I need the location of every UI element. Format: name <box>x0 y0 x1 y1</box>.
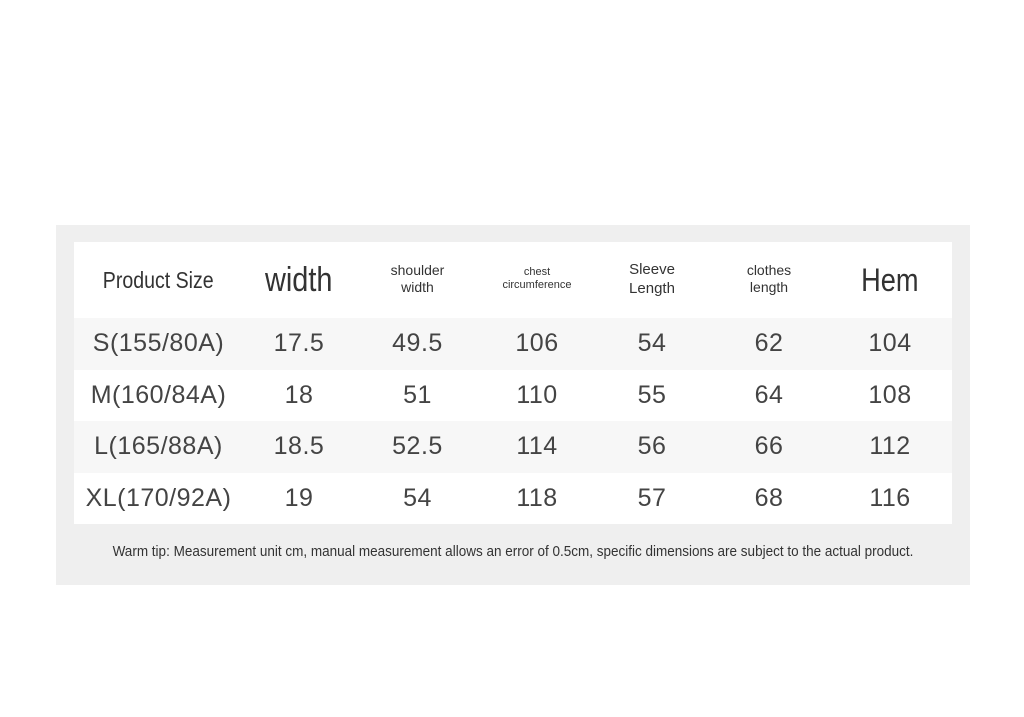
header-cell: clothes length <box>710 242 828 318</box>
measure-cell: 18.5 <box>273 432 325 461</box>
measure-cell: 114 <box>516 432 558 461</box>
measure-cell: 104 <box>868 329 912 358</box>
header-cell: chest circumference <box>480 242 594 318</box>
table-body: S(155/80A) 17.5 49.5 106 54 62 104 M(160/84A) 18… <box>74 318 952 524</box>
header-cell: width <box>243 242 355 318</box>
size-cell: L(165/88A) <box>94 432 223 461</box>
measure-cell: 56 <box>637 432 667 461</box>
table-row: L(165/88A) 18.5 52.5 114 56 66 112 <box>74 421 952 473</box>
measure-cell: 54 <box>637 329 667 358</box>
measure-cell: 62 <box>754 329 784 358</box>
header-cell: shoulder width <box>355 242 480 318</box>
measure-cell: 116 <box>869 483 911 512</box>
measure-cell: 19 <box>284 483 314 512</box>
measure-cell: 57 <box>637 483 667 512</box>
header-text: shoulder width <box>390 261 445 296</box>
measure-cell: 108 <box>868 380 912 409</box>
measure-cell: 18 <box>284 380 314 409</box>
measure-cell: 106 <box>515 329 559 358</box>
measure-cell: 68 <box>754 483 784 512</box>
measure-cell: 110 <box>516 380 558 409</box>
header-text: Hem <box>861 262 919 298</box>
header-text: chest circumference <box>502 265 572 292</box>
measure-cell: 54 <box>403 483 432 512</box>
size-cell: S(155/80A) <box>92 329 225 358</box>
header-text: Sleeve Length <box>629 261 675 297</box>
size-cell: M(160/84A) <box>90 380 227 409</box>
measure-cell: 52.5 <box>392 432 443 461</box>
size-table: Product Size width shoulder width chest cir… <box>74 242 952 524</box>
table-row: M(160/84A) 18 51 110 55 64 108 <box>74 370 952 422</box>
header-cell: Product Size <box>74 242 243 318</box>
header-cell: Hem <box>828 242 952 318</box>
measure-cell: 51 <box>403 380 432 409</box>
measure-cell: 64 <box>754 380 784 409</box>
header-text: Product Size <box>103 266 214 293</box>
header-text: width <box>265 260 333 299</box>
header-cell: Sleeve Length <box>594 242 710 318</box>
table-row: S(155/80A) 17.5 49.5 106 54 62 104 <box>74 318 952 370</box>
size-cell: XL(170/92A) <box>85 483 232 512</box>
warm-tip: Warm tip: Measurement unit cm, manual me… <box>112 543 914 560</box>
measure-cell: 49.5 <box>392 329 443 358</box>
measure-cell: 66 <box>754 432 784 461</box>
header-text: clothes length <box>746 261 792 296</box>
measure-cell: 112 <box>869 432 911 461</box>
table-row: XL(170/92A) 19 54 118 57 68 116 <box>74 473 952 525</box>
measure-cell: 118 <box>516 483 558 512</box>
measure-cell: 55 <box>637 380 667 409</box>
header-row: Product Size width shoulder width chest cir… <box>74 242 952 318</box>
measure-cell: 17.5 <box>273 329 325 358</box>
size-chart-panel: Product Size width shoulder width chest cir… <box>56 225 970 585</box>
